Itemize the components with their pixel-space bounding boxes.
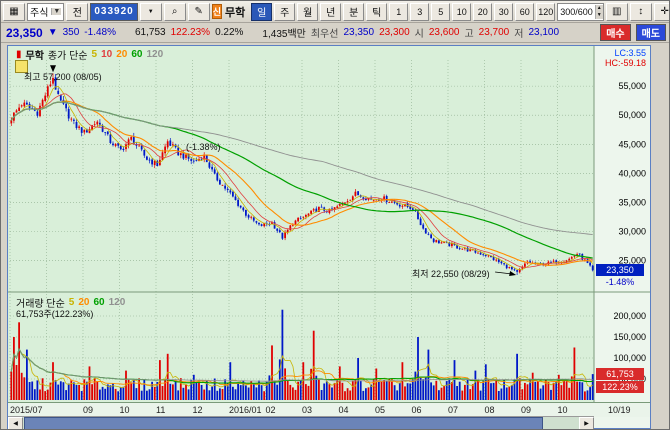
- period-tab-year[interactable]: 년: [320, 2, 342, 21]
- axis-label: 25,000: [618, 256, 646, 266]
- interval-button-3[interactable]: 3: [410, 2, 430, 21]
- period-tab-month[interactable]: 월: [297, 2, 319, 21]
- best-quote-label: 최우선: [310, 29, 339, 40]
- bar-count-value: 300/600: [560, 6, 593, 17]
- search-icon[interactable]: ⌕: [163, 2, 186, 21]
- spinner-arrows[interactable]: ▲ ▼: [594, 4, 603, 19]
- change-direction-icon: ▼: [47, 27, 58, 38]
- x-axis-label: 08: [484, 405, 495, 415]
- prev-stock-button[interactable]: 전: [66, 2, 89, 21]
- axis-label: 100,000: [613, 353, 646, 363]
- period-tab-day[interactable]: 일: [251, 2, 273, 21]
- period-tab-week[interactable]: 주: [274, 2, 296, 21]
- axis-label: 200,000: [613, 311, 646, 321]
- sell-button[interactable]: 매도: [635, 24, 666, 41]
- asset-type-select[interactable]: 주식 ▼: [27, 2, 65, 21]
- note-icon[interactable]: [15, 60, 28, 73]
- x-axis-label: 2016/01: [229, 405, 262, 415]
- period-tab-minute[interactable]: 분: [343, 2, 365, 21]
- interval-button-60[interactable]: 60: [515, 2, 535, 21]
- x-axis-label: 2015/07: [10, 405, 43, 415]
- volume-value: 61,753: [134, 27, 166, 38]
- best-ask: 23,350: [343, 27, 375, 38]
- x-axis-label: 12: [192, 405, 203, 415]
- period-tab-tick[interactable]: 틱: [366, 2, 388, 21]
- x-axis-label: 07: [448, 405, 459, 415]
- axis-label: 50,000: [618, 110, 646, 120]
- axis-label: 40,000: [618, 168, 646, 178]
- x-axis-label: 06: [411, 405, 422, 415]
- turnover-percent: 0.22%: [215, 27, 244, 38]
- high-price: 23,700: [478, 27, 510, 38]
- x-axis-label: 02: [265, 405, 276, 415]
- stock-chart-canvas[interactable]: 55,000 50,000 45,000 40,000 35,000 30,000 25,0…: [8, 46, 650, 402]
- change-percent: -1.48%: [84, 27, 116, 38]
- change-amount: 350: [62, 27, 80, 38]
- toolbar: ▦ 주식 ▼ 전 033920 ▼ ⌕ ✎ 신 무학 일 주 월 년 분 틱 1…: [1, 1, 669, 23]
- axis-label: 150,000: [613, 332, 646, 342]
- current-volume-badge: 61,753: [596, 368, 644, 380]
- zoom-icon[interactable]: ✛: [653, 2, 669, 21]
- stock-code-input[interactable]: 033920: [90, 2, 138, 21]
- low-label: 저: [514, 29, 524, 40]
- chart-panel: 55,000 50,000 45,000 40,000 35,000 30,000 25,0…: [7, 45, 651, 429]
- x-axis-label: 10: [119, 405, 130, 415]
- current-price-percent: -1.48%: [605, 277, 635, 287]
- interval-button-5[interactable]: 5: [431, 2, 451, 21]
- menu-icon[interactable]: ▦: [3, 2, 25, 21]
- axis-label: 30,000: [618, 227, 646, 237]
- code-dropdown-button[interactable]: ▼: [139, 2, 162, 21]
- scroll-left-button[interactable]: ◀: [8, 417, 23, 429]
- horizontal-scrollbar[interactable]: ◀ ▶: [8, 416, 594, 429]
- buy-button[interactable]: 매수: [600, 24, 631, 41]
- x-axis: 10/19 2015/07 09 10 11 12 2016/01 02 03 04 05 06 07…: [8, 402, 650, 417]
- trade-value: 1,435백만: [262, 29, 306, 40]
- x-axis-label: 05: [375, 405, 386, 415]
- interval-button-30[interactable]: 30: [494, 2, 514, 21]
- x-axis-label: 10: [557, 405, 568, 415]
- chevron-down-icon: ▼: [51, 8, 62, 15]
- x-axis-label: 09: [521, 405, 532, 415]
- high-label: 고: [464, 29, 474, 40]
- bar-count-spinner[interactable]: 300/600 ▲ ▼: [557, 2, 604, 21]
- volume-percent: 122.23%: [170, 27, 211, 38]
- x-axis-label: 03: [302, 405, 313, 415]
- chart-type-icon[interactable]: ▥: [605, 2, 628, 21]
- low-price: 23,100: [528, 27, 560, 38]
- open-label: 시: [414, 29, 424, 40]
- scrollbar-track[interactable]: [23, 417, 579, 429]
- x-axis-label: 09: [83, 405, 94, 415]
- x-axis-label: 11: [156, 405, 166, 415]
- axis-label: 45,000: [618, 139, 646, 149]
- stock-name: 무학: [225, 6, 246, 19]
- axis-label: 55,000: [618, 81, 646, 91]
- scroll-right-button[interactable]: ▶: [579, 417, 594, 429]
- current-price-badge: 23,350: [596, 264, 644, 276]
- quote-bar: 23,350 ▼ 350 -1.48% 61,753 122.23% 0.22%…: [1, 23, 669, 43]
- interval-button-20[interactable]: 20: [473, 2, 493, 21]
- interval-button-120[interactable]: 120: [536, 2, 556, 21]
- interval-button-10[interactable]: 10: [452, 2, 472, 21]
- asset-type-value: 주식: [30, 8, 49, 19]
- indicator-icon[interactable]: ↕: [629, 2, 652, 21]
- axis-label: 35,000: [618, 198, 646, 208]
- x-axis-end-label: 10/19: [608, 405, 631, 415]
- open-price: 23,600: [428, 27, 460, 38]
- current-price: 23,350: [6, 25, 43, 40]
- new-stock-badge: 신: [211, 4, 222, 19]
- best-bid: 23,300: [379, 27, 410, 38]
- scrollbar-thumb[interactable]: [24, 417, 544, 429]
- edit-icon[interactable]: ✎: [187, 2, 210, 21]
- x-axis-label: 04: [338, 405, 349, 415]
- interval-button-1[interactable]: 1: [389, 2, 409, 21]
- current-volume-percent: 122.23%: [596, 381, 644, 393]
